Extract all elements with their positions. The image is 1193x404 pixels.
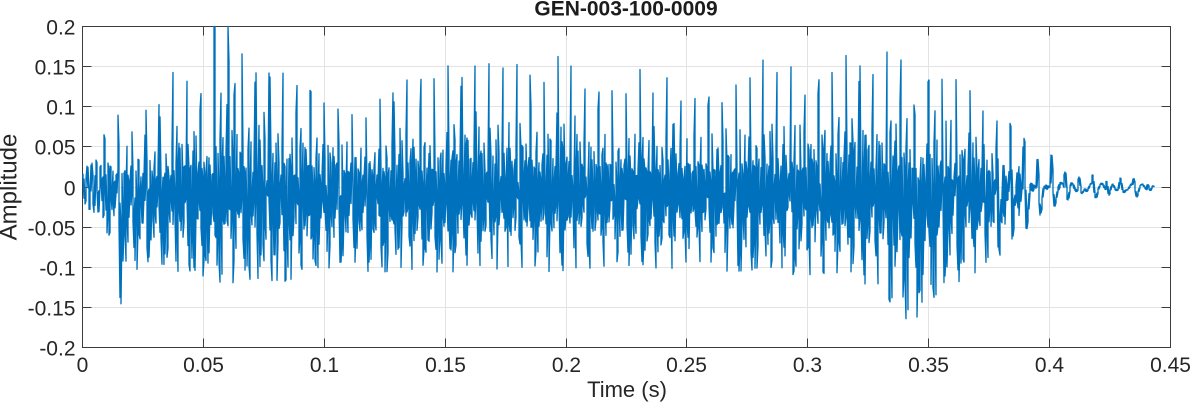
svg-text:0.15: 0.15 bbox=[35, 57, 76, 80]
svg-text:-0.05: -0.05 bbox=[28, 218, 76, 241]
svg-text:-0.2: -0.2 bbox=[39, 338, 75, 361]
svg-text:0.05: 0.05 bbox=[183, 354, 224, 377]
svg-text:Time (s): Time (s) bbox=[587, 377, 667, 402]
svg-text:0: 0 bbox=[64, 178, 76, 201]
svg-text:0: 0 bbox=[77, 354, 89, 377]
svg-text:0.3: 0.3 bbox=[793, 354, 822, 377]
svg-text:-0.1: -0.1 bbox=[39, 258, 75, 281]
svg-text:GEN-003-100-0009: GEN-003-100-0009 bbox=[534, 0, 717, 21]
svg-text:0.1: 0.1 bbox=[46, 97, 75, 120]
svg-text:0.05: 0.05 bbox=[35, 137, 76, 160]
svg-text:-0.15: -0.15 bbox=[28, 298, 76, 321]
svg-text:0.4: 0.4 bbox=[1035, 354, 1065, 377]
svg-text:0.15: 0.15 bbox=[425, 354, 466, 377]
svg-text:0.2: 0.2 bbox=[46, 17, 75, 40]
svg-text:Amplitude: Amplitude bbox=[0, 134, 23, 241]
svg-text:0.2: 0.2 bbox=[552, 354, 581, 377]
svg-text:0.35: 0.35 bbox=[908, 354, 949, 377]
svg-text:0.1: 0.1 bbox=[310, 354, 339, 377]
svg-text:0.45: 0.45 bbox=[1150, 354, 1191, 377]
svg-text:0.25: 0.25 bbox=[666, 354, 707, 377]
